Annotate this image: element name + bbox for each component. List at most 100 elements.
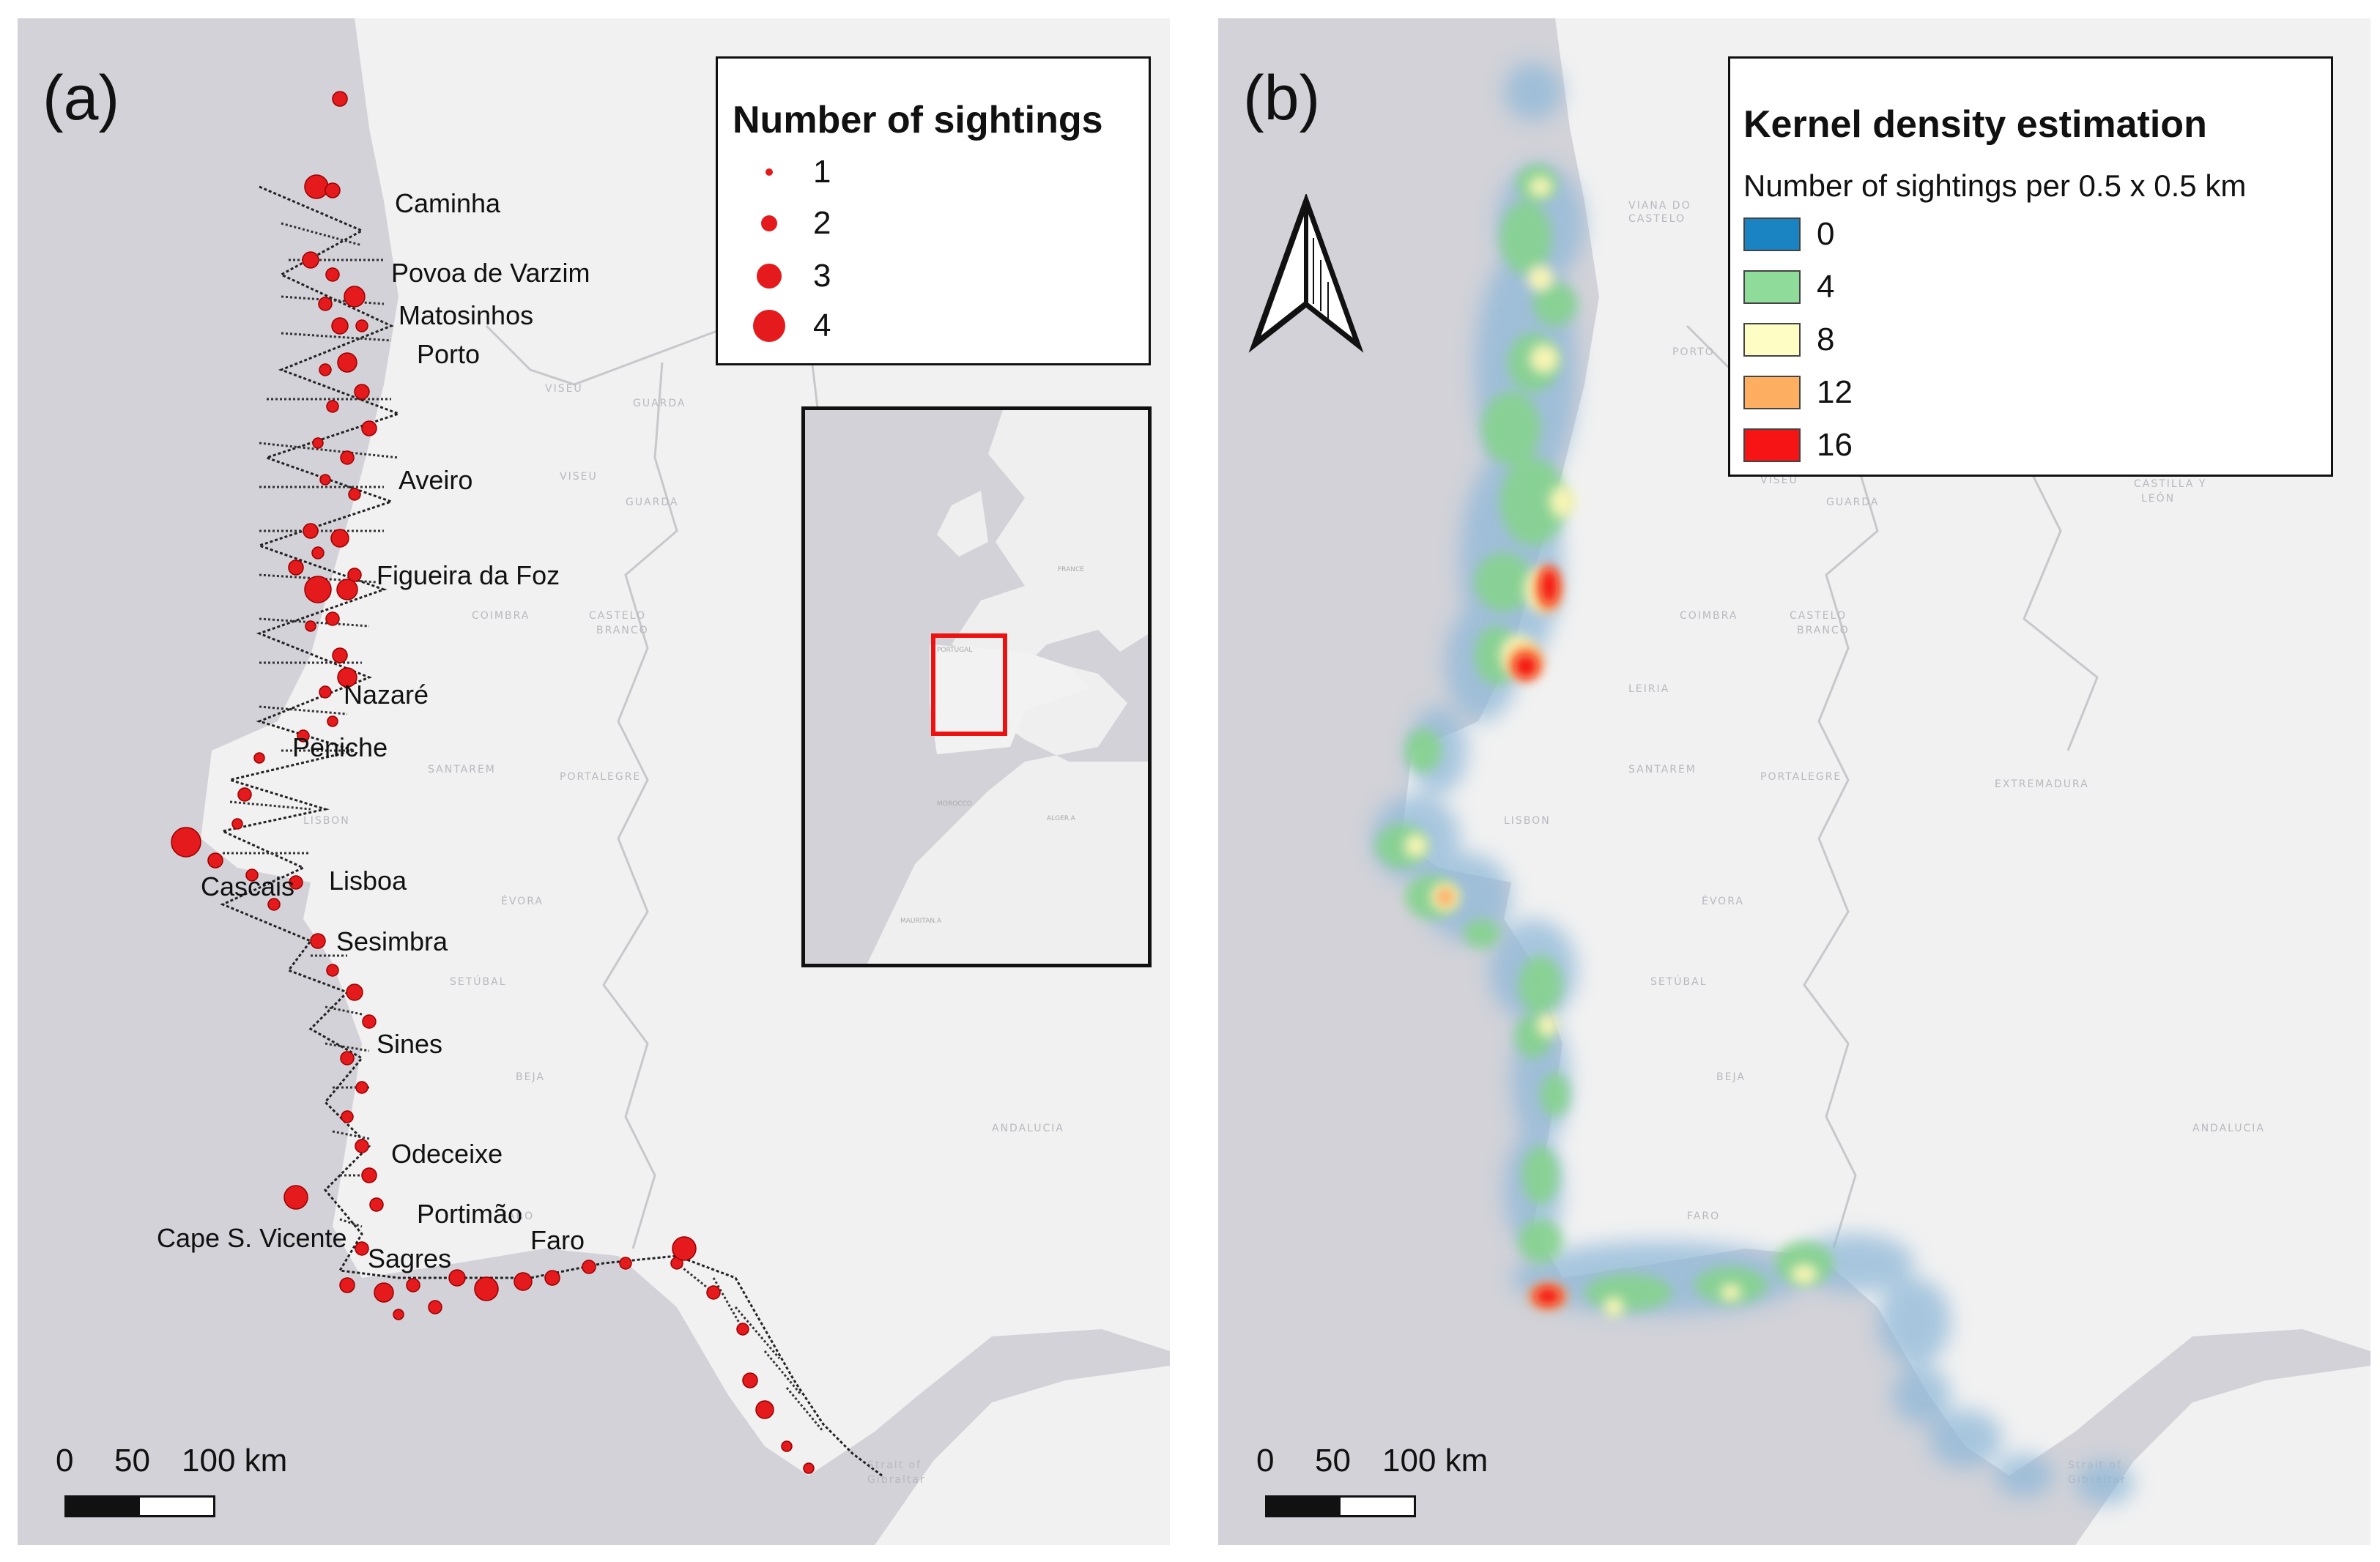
- svg-text:COIMBRA: COIMBRA: [472, 610, 530, 622]
- city-label: Matosinhos: [398, 300, 534, 330]
- swatch-0: [1743, 217, 1801, 251]
- inset-study-area-box: [931, 633, 1007, 736]
- city-label: Peniche: [292, 732, 388, 762]
- city-label: Sines: [377, 1029, 443, 1059]
- svg-text:CASTELO: CASTELO: [589, 610, 646, 622]
- svg-text:LEÓN: LEÓN: [2141, 491, 2175, 505]
- city-label: Povoa de Varzim: [391, 258, 590, 288]
- city-label: Lisboa: [329, 866, 407, 896]
- scalebar-tick: 50: [1315, 1443, 1351, 1479]
- legend-item: 1: [747, 154, 831, 190]
- svg-text:MAURITAN.A: MAURITAN.A: [900, 918, 942, 925]
- city-label: Faro: [530, 1225, 585, 1255]
- city-label: Odeceixe: [391, 1139, 503, 1169]
- svg-text:VISEU: VISEU: [1760, 475, 1798, 486]
- svg-text:LISBON: LISBON: [303, 815, 350, 827]
- svg-text:Gibraltar: Gibraltar: [867, 1474, 926, 1486]
- sightings-points: [171, 91, 815, 1474]
- svg-text:SETÚBAL: SETÚBAL: [1650, 975, 1708, 988]
- city-label: Figueira da Foz: [377, 560, 560, 590]
- inset-basemap: FRANCE PORTUGAL MOROCCO ALGER.A MAURITAN.A: [867, 410, 1148, 964]
- legend-item: 12: [1743, 374, 1853, 411]
- scalebar-tick: 100 km: [1382, 1443, 1489, 1479]
- svg-text:VISEU: VISEU: [545, 383, 583, 395]
- svg-text:ÉVORA: ÉVORA: [1702, 895, 1744, 907]
- panel-b-label: (b): [1243, 63, 1321, 133]
- legend-item: 4: [747, 308, 831, 344]
- circle-icon: [761, 215, 777, 231]
- svg-text:BEJA: BEJA: [516, 1071, 545, 1083]
- svg-text:PORTO: PORTO: [1672, 346, 1715, 358]
- inset-overview-map: FRANCE PORTUGAL MOROCCO ALGER.A MAURITAN.A: [801, 406, 1152, 967]
- scalebar-tick: 100 km: [182, 1443, 288, 1479]
- kde-legend: Kernel density estimation Number of sigh…: [1728, 56, 2333, 477]
- svg-text:ÉVORA: ÉVORA: [501, 895, 544, 907]
- svg-text:ANDALUCIA: ANDALUCIA: [992, 1123, 1064, 1134]
- svg-text:CASTILLA Y: CASTILLA Y: [2134, 478, 2206, 490]
- circle-icon: [757, 264, 782, 289]
- survey-tracks: [219, 185, 883, 1477]
- svg-text:Strait of: Strait of: [867, 1459, 922, 1471]
- svg-text:ANDALUCIA: ANDALUCIA: [2192, 1123, 2265, 1134]
- svg-text:PORTUGAL: PORTUGAL: [937, 647, 972, 654]
- scalebar-tick: 0: [1256, 1443, 1275, 1479]
- svg-text:VIANA DO: VIANA DO: [1628, 200, 1691, 212]
- panel-b-map: VIANA DOCASTELOBRAGAPORTO VISEUGUARDAVIS…: [1218, 18, 2370, 1545]
- legend-item: 2: [747, 205, 831, 242]
- legend-item: 4: [1743, 269, 1834, 305]
- svg-text:BRANCO: BRANCO: [596, 625, 649, 636]
- svg-text:CASTELO: CASTELO: [1790, 610, 1847, 622]
- city-label: Cascais: [201, 871, 295, 901]
- svg-text:BRANCO: BRANCO: [1797, 625, 1850, 636]
- swatch-4: [1743, 270, 1801, 304]
- land-morocco: [2075, 1366, 2370, 1545]
- svg-text:PORTALEGRE: PORTALEGRE: [1760, 771, 1842, 783]
- city-label: Cape S. Vicente: [157, 1223, 347, 1253]
- svg-text:GUARDA: GUARDA: [633, 398, 686, 409]
- svg-text:PORTALEGRE: PORTALEGRE: [560, 771, 641, 783]
- legend-item: 8: [1743, 321, 1834, 358]
- map-a-basemap: VISEU GUARDA VISEU GUARDA COIMBRA CASTELO BRA…: [171, 18, 1170, 1545]
- city-label: Nazaré: [344, 680, 429, 710]
- city-label: Aveiro: [398, 465, 473, 495]
- swatch-8: [1743, 323, 1801, 357]
- legend-item: 3: [747, 258, 831, 294]
- legend-title: Kernel density estimation: [1743, 103, 2207, 146]
- north-arrow-icon: [1248, 194, 1364, 353]
- svg-text:LEIRIA: LEIRIA: [1628, 683, 1669, 695]
- scalebar-tick: 0: [56, 1443, 74, 1479]
- panel-a-label: (a): [42, 63, 120, 133]
- svg-text:EXTREMADURA: EXTREMADURA: [1995, 778, 2089, 790]
- svg-text:CASTELO: CASTELO: [1628, 213, 1686, 225]
- legend-item: 0: [1743, 216, 1834, 253]
- city-label: Sagres: [368, 1243, 452, 1273]
- legend-subtitle: Number of sightings per 0.5 x 0.5 km: [1743, 168, 2247, 203]
- city-label: Sesimbra: [336, 926, 448, 956]
- density-red: [1514, 567, 1561, 1305]
- legend-title: Number of sightings: [733, 99, 1103, 141]
- swatch-16: [1743, 428, 1801, 462]
- svg-text:GUARDA: GUARDA: [626, 497, 679, 508]
- city-label: Caminha: [395, 188, 501, 218]
- land-morocco: [875, 1366, 1170, 1545]
- scalebar-tick: 50: [114, 1443, 150, 1479]
- svg-text:SETÚBAL: SETÚBAL: [450, 975, 507, 988]
- svg-text:FARO: FARO: [1687, 1210, 1720, 1222]
- svg-text:ALGER.A: ALGER.A: [1047, 815, 1076, 822]
- sightings-legend: Number of sightings 1 2 3 4: [716, 56, 1151, 365]
- svg-text:COIMBRA: COIMBRA: [1680, 610, 1738, 622]
- svg-text:FARO: FARO: [501, 1210, 534, 1222]
- svg-text:LISBON: LISBON: [1504, 815, 1551, 827]
- svg-text:MOROCCO: MOROCCO: [937, 800, 972, 808]
- city-label: Porto: [417, 339, 481, 369]
- svg-text:VISEU: VISEU: [560, 471, 598, 483]
- panel-a-map: VISEU GUARDA VISEU GUARDA COIMBRA CASTELO BRA…: [18, 18, 1170, 1545]
- land-iberia: [201, 18, 1170, 1476]
- svg-text:BEJA: BEJA: [1716, 1071, 1746, 1083]
- legend-item: 16: [1743, 427, 1853, 464]
- svg-text:SANTAREM: SANTAREM: [428, 764, 496, 776]
- circle-icon: [765, 168, 773, 176]
- swatch-12: [1743, 376, 1801, 409]
- circle-icon: [753, 310, 785, 342]
- svg-text:FRANCE: FRANCE: [1058, 566, 1084, 573]
